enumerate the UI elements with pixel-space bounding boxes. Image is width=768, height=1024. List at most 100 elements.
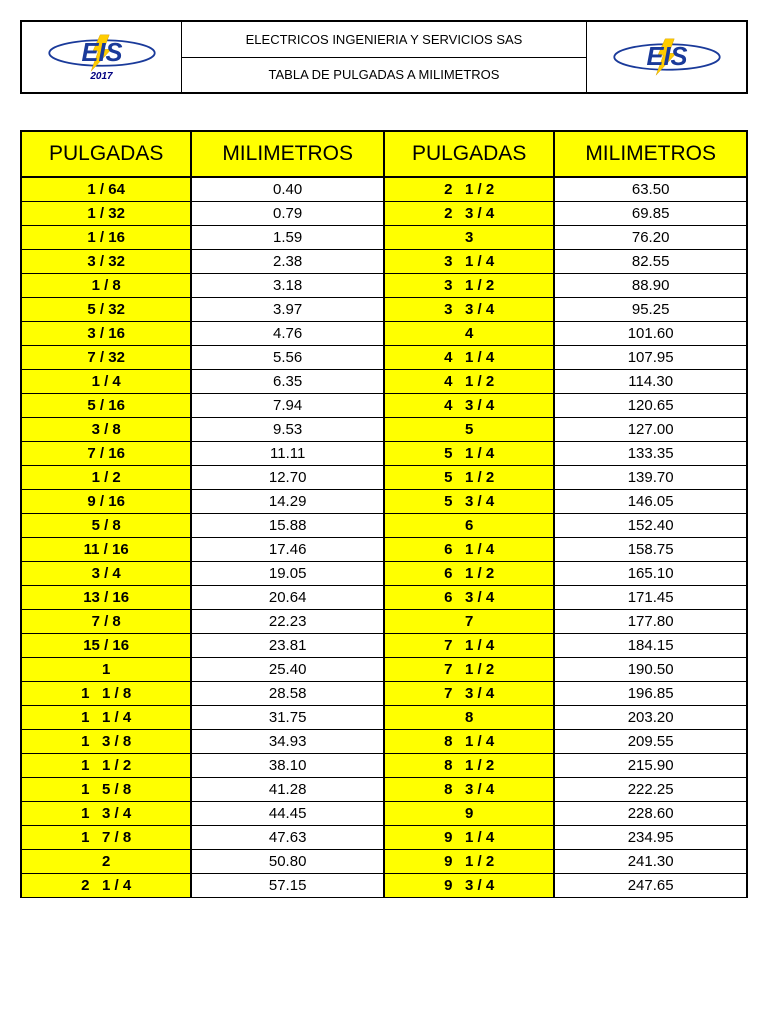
cell-milimetros: 146.05	[554, 489, 747, 513]
cell-milimetros: 12.70	[191, 465, 384, 489]
logo-year: 2017	[90, 71, 112, 82]
cell-milimetros: 114.30	[554, 369, 747, 393]
cell-pulgadas: 9 3 / 4	[384, 873, 554, 897]
table-row: 1 / 640.402 1 / 263.50	[21, 177, 747, 201]
cell-pulgadas: 9	[384, 801, 554, 825]
cell-milimetros: 165.10	[554, 561, 747, 585]
cell-milimetros: 22.23	[191, 609, 384, 633]
cell-pulgadas: 6	[384, 513, 554, 537]
cell-milimetros: 196.85	[554, 681, 747, 705]
cell-pulgadas: 2	[21, 849, 191, 873]
cell-pulgadas: 1 / 2	[21, 465, 191, 489]
cell-pulgadas: 9 / 16	[21, 489, 191, 513]
cell-milimetros: 222.25	[554, 777, 747, 801]
cell-pulgadas: 1 5 / 8	[21, 777, 191, 801]
cell-pulgadas: 3 / 4	[21, 561, 191, 585]
cell-milimetros: 3.18	[191, 273, 384, 297]
cell-milimetros: 95.25	[554, 297, 747, 321]
table-body: 1 / 640.402 1 / 263.501 / 320.792 3 / 46…	[21, 177, 747, 897]
cell-milimetros: 69.85	[554, 201, 747, 225]
table-row: 1 / 46.354 1 / 2114.30	[21, 369, 747, 393]
table-row: 5 / 323.973 3 / 495.25	[21, 297, 747, 321]
cell-pulgadas: 4 1 / 2	[384, 369, 554, 393]
table-row: 1 1 / 828.587 3 / 4196.85	[21, 681, 747, 705]
cell-pulgadas: 7 1 / 4	[384, 633, 554, 657]
cell-milimetros: 25.40	[191, 657, 384, 681]
eis-logo-icon: EIS	[612, 37, 722, 77]
table-row: 1 / 320.792 3 / 469.85	[21, 201, 747, 225]
cell-milimetros: 76.20	[554, 225, 747, 249]
cell-pulgadas: 2 1 / 2	[384, 177, 554, 201]
table-header: PULGADAS MILIMETROS PULGADAS MILIMETROS	[21, 131, 747, 177]
cell-milimetros: 41.28	[191, 777, 384, 801]
cell-pulgadas: 1 1 / 2	[21, 753, 191, 777]
cell-milimetros: 107.95	[554, 345, 747, 369]
cell-milimetros: 171.45	[554, 585, 747, 609]
cell-pulgadas: 5 1 / 4	[384, 441, 554, 465]
cell-milimetros: 34.93	[191, 729, 384, 753]
cell-pulgadas: 5 / 16	[21, 393, 191, 417]
table-row: 3 / 164.764101.60	[21, 321, 747, 345]
cell-milimetros: 57.15	[191, 873, 384, 897]
cell-pulgadas: 7	[384, 609, 554, 633]
cell-pulgadas: 7 1 / 2	[384, 657, 554, 681]
table-row: 1 / 212.705 1 / 2139.70	[21, 465, 747, 489]
table-row: 1 / 161.59376.20	[21, 225, 747, 249]
cell-milimetros: 17.46	[191, 537, 384, 561]
table-row: 3 / 89.535127.00	[21, 417, 747, 441]
cell-pulgadas: 7 / 32	[21, 345, 191, 369]
cell-pulgadas: 7 / 16	[21, 441, 191, 465]
cell-milimetros: 228.60	[554, 801, 747, 825]
table-row: 11 / 1617.466 1 / 4158.75	[21, 537, 747, 561]
cell-milimetros: 5.56	[191, 345, 384, 369]
cell-milimetros: 28.58	[191, 681, 384, 705]
col-header-pulgadas-1: PULGADAS	[21, 131, 191, 177]
table-row: 13 / 1620.646 3 / 4171.45	[21, 585, 747, 609]
cell-pulgadas: 8	[384, 705, 554, 729]
cell-milimetros: 9.53	[191, 417, 384, 441]
eis-logo-icon: EIS	[47, 33, 157, 73]
cell-milimetros: 63.50	[554, 177, 747, 201]
cell-pulgadas: 6 3 / 4	[384, 585, 554, 609]
cell-milimetros: 44.45	[191, 801, 384, 825]
title-cell: ELECTRICOS INGENIERIA Y SERVICIOS SAS TA…	[182, 22, 586, 92]
cell-milimetros: 0.40	[191, 177, 384, 201]
cell-pulgadas: 3 / 16	[21, 321, 191, 345]
table-row: 5 / 815.886152.40	[21, 513, 747, 537]
cell-milimetros: 101.60	[554, 321, 747, 345]
cell-pulgadas: 1 / 32	[21, 201, 191, 225]
header-container: EIS 2017 ELECTRICOS INGENIERIA Y SERVICI…	[20, 20, 748, 94]
table-row: 1 3 / 834.938 1 / 4209.55	[21, 729, 747, 753]
cell-milimetros: 0.79	[191, 201, 384, 225]
cell-pulgadas: 3 1 / 2	[384, 273, 554, 297]
cell-pulgadas: 1 1 / 4	[21, 705, 191, 729]
col-header-milimetros-2: MILIMETROS	[554, 131, 747, 177]
table-row: 1 7 / 847.639 1 / 4234.95	[21, 825, 747, 849]
cell-pulgadas: 1 / 16	[21, 225, 191, 249]
col-header-pulgadas-2: PULGADAS	[384, 131, 554, 177]
cell-milimetros: 7.94	[191, 393, 384, 417]
cell-pulgadas: 4 3 / 4	[384, 393, 554, 417]
document-title: TABLA DE PULGADAS A MILIMETROS	[182, 58, 586, 93]
table-row: 1 5 / 841.288 3 / 4222.25	[21, 777, 747, 801]
cell-pulgadas: 9 1 / 2	[384, 849, 554, 873]
cell-milimetros: 6.35	[191, 369, 384, 393]
cell-pulgadas: 9 1 / 4	[384, 825, 554, 849]
cell-pulgadas: 1	[21, 657, 191, 681]
cell-pulgadas: 2 3 / 4	[384, 201, 554, 225]
cell-pulgadas: 1 / 4	[21, 369, 191, 393]
table-row: 7 / 822.237177.80	[21, 609, 747, 633]
cell-milimetros: 152.40	[554, 513, 747, 537]
table-row: 5 / 167.944 3 / 4120.65	[21, 393, 747, 417]
cell-milimetros: 234.95	[554, 825, 747, 849]
table-row: 7 / 1611.115 1 / 4133.35	[21, 441, 747, 465]
cell-pulgadas: 3 / 32	[21, 249, 191, 273]
table-row: 250.809 1 / 2241.30	[21, 849, 747, 873]
logo-left-cell: EIS 2017	[22, 22, 182, 92]
cell-milimetros: 127.00	[554, 417, 747, 441]
cell-pulgadas: 3 / 8	[21, 417, 191, 441]
cell-milimetros: 88.90	[554, 273, 747, 297]
cell-milimetros: 190.50	[554, 657, 747, 681]
cell-pulgadas: 1 / 8	[21, 273, 191, 297]
table-row: 3 / 419.056 1 / 2165.10	[21, 561, 747, 585]
